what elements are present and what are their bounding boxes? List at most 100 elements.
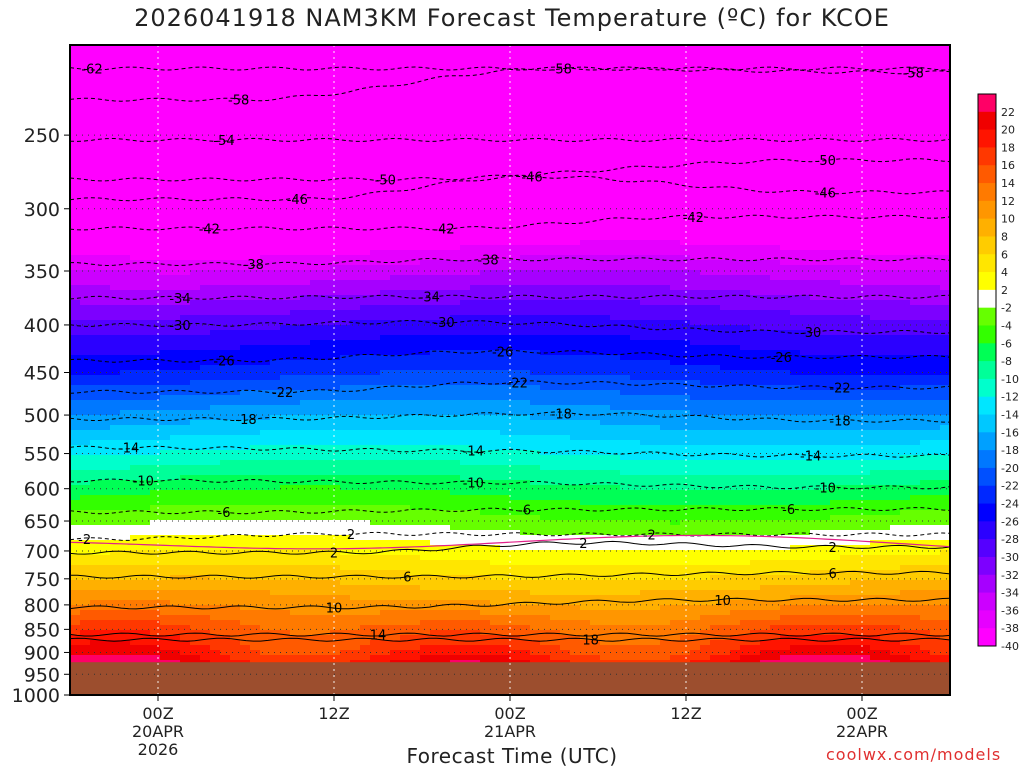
field-cell [500,245,511,251]
field-cell [270,180,281,186]
field-cell [760,320,771,326]
field-cell [510,230,521,236]
field-cell [800,85,811,91]
field-cell [150,105,161,111]
field-cell [280,310,291,316]
field-cell [220,90,231,96]
field-cell [680,260,691,266]
field-cell [160,185,171,191]
field-cell [670,195,681,201]
field-cell [920,290,931,296]
field-cell [260,215,271,221]
field-cell [290,155,301,161]
field-cell [350,150,361,156]
field-cell [410,210,421,216]
field-cell [510,240,521,246]
field-cell [360,280,371,286]
field-cell [160,310,171,316]
field-cell [770,85,781,91]
field-cell [930,305,941,311]
field-cell [120,255,131,261]
field-cell [290,255,301,261]
field-cell [690,260,701,266]
field-cell [760,310,771,316]
field-cell [630,160,641,166]
field-cell [300,170,311,176]
field-cell [630,225,641,231]
field-cell [430,205,441,211]
field-cell [430,220,441,226]
field-cell [200,215,211,221]
field-cell [330,195,341,201]
field-cell [540,60,551,66]
field-cell [560,270,571,276]
field-cell [730,195,741,201]
field-cell [620,310,631,316]
field-cell [580,240,591,246]
field-cell [140,215,151,221]
field-cell [400,160,411,166]
field-cell [110,150,121,156]
field-cell [870,220,881,226]
field-cell [160,300,171,306]
field-cell [660,165,671,171]
field-cell [140,130,151,136]
field-cell [420,255,431,261]
field-cell [620,170,631,176]
field-cell [480,185,491,191]
field-cell [610,285,621,291]
field-cell [210,245,221,251]
field-cell [800,140,811,146]
field-cell [940,175,950,181]
field-cell [790,195,801,201]
field-cell [730,275,741,281]
field-cell [820,265,831,271]
field-cell [590,50,601,56]
field-cell [840,165,851,171]
field-cell [350,70,361,76]
field-cell [880,105,891,111]
field-cell [620,250,631,256]
field-cell [210,190,221,196]
field-cell [690,290,701,296]
field-cell [760,305,771,311]
field-cell [540,295,551,301]
field-cell [570,160,581,166]
field-cell [850,185,861,191]
field-cell [750,200,761,206]
field-cell [440,220,451,226]
field-cell [650,105,661,111]
field-cell [100,235,111,241]
field-cell [570,45,581,51]
field-cell [830,185,841,191]
field-cell [450,155,461,161]
field-cell [840,155,851,161]
field-cell [400,215,411,221]
field-cell [450,80,461,86]
field-cell [330,315,341,321]
field-cell [170,190,181,196]
field-cell [800,125,811,131]
field-cell [230,45,241,51]
field-cell [530,50,541,56]
field-cell [210,70,221,76]
field-cell [910,105,921,111]
field-cell [110,300,121,306]
field-cell [370,100,381,106]
field-cell [580,70,591,76]
field-cell [690,120,701,126]
field-cell [300,115,311,121]
field-cell [210,185,221,191]
field-cell [590,165,601,171]
field-cell [440,175,451,181]
field-cell [430,160,441,166]
field-cell [860,70,871,76]
field-cell [440,265,451,271]
field-cell [860,295,871,301]
field-cell [100,95,111,101]
field-cell [540,105,551,111]
field-cell [370,290,381,296]
field-cell [440,210,451,216]
field-cell [410,170,421,176]
field-cell [230,320,241,326]
